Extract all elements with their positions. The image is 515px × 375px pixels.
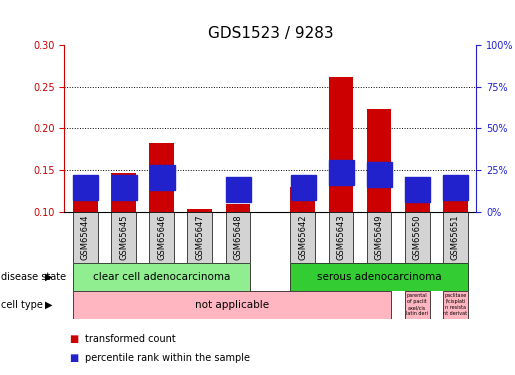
Text: ■: ■ <box>70 334 79 344</box>
Text: GSM65643: GSM65643 <box>336 214 346 260</box>
Text: GSM65644: GSM65644 <box>81 214 90 260</box>
Bar <box>149 212 174 262</box>
Bar <box>226 204 250 212</box>
Text: ▶: ▶ <box>45 272 53 282</box>
Bar <box>443 212 468 262</box>
Bar <box>443 182 468 212</box>
Text: serous adenocarcinoma: serous adenocarcinoma <box>317 272 441 282</box>
Text: GSM65651: GSM65651 <box>451 214 460 260</box>
Text: parental
of paclit
axel/cis
latin deri: parental of paclit axel/cis latin deri <box>406 294 428 316</box>
Bar <box>329 77 353 212</box>
Text: ▶: ▶ <box>45 300 53 310</box>
Bar <box>367 109 391 212</box>
Title: GDS1523 / 9283: GDS1523 / 9283 <box>208 26 333 41</box>
Bar <box>187 209 212 212</box>
Bar <box>405 212 430 262</box>
Text: GSM65646: GSM65646 <box>157 214 166 260</box>
Bar <box>111 212 136 262</box>
Text: GSM65645: GSM65645 <box>119 214 128 260</box>
Text: percentile rank within the sample: percentile rank within the sample <box>85 353 250 363</box>
Text: paclitaxe
l/cisplati
n resista
nt derivat: paclitaxe l/cisplati n resista nt deriva… <box>443 294 468 316</box>
Bar <box>73 291 391 319</box>
Bar <box>187 212 212 262</box>
Text: clear cell adenocarcinoma: clear cell adenocarcinoma <box>93 272 230 282</box>
Bar <box>405 291 430 319</box>
Text: ■: ■ <box>70 353 79 363</box>
Bar <box>405 178 430 212</box>
Text: GSM65650: GSM65650 <box>413 214 422 260</box>
Bar <box>111 172 136 212</box>
Text: GSM65648: GSM65648 <box>233 214 243 260</box>
Bar <box>290 262 468 291</box>
Bar <box>149 144 174 212</box>
Bar <box>443 291 468 319</box>
Text: not applicable: not applicable <box>195 300 269 310</box>
Text: disease state: disease state <box>1 272 66 282</box>
Bar <box>73 201 98 212</box>
Bar <box>226 212 250 262</box>
Bar <box>73 262 250 291</box>
Bar <box>290 187 315 212</box>
Text: transformed count: transformed count <box>85 334 176 344</box>
Text: GSM65642: GSM65642 <box>298 214 307 260</box>
Bar <box>290 212 315 262</box>
Bar <box>367 212 391 262</box>
Text: GSM65649: GSM65649 <box>374 214 384 260</box>
Text: cell type: cell type <box>1 300 43 310</box>
Bar <box>329 212 353 262</box>
Text: GSM65647: GSM65647 <box>195 214 204 260</box>
Bar <box>73 212 98 262</box>
